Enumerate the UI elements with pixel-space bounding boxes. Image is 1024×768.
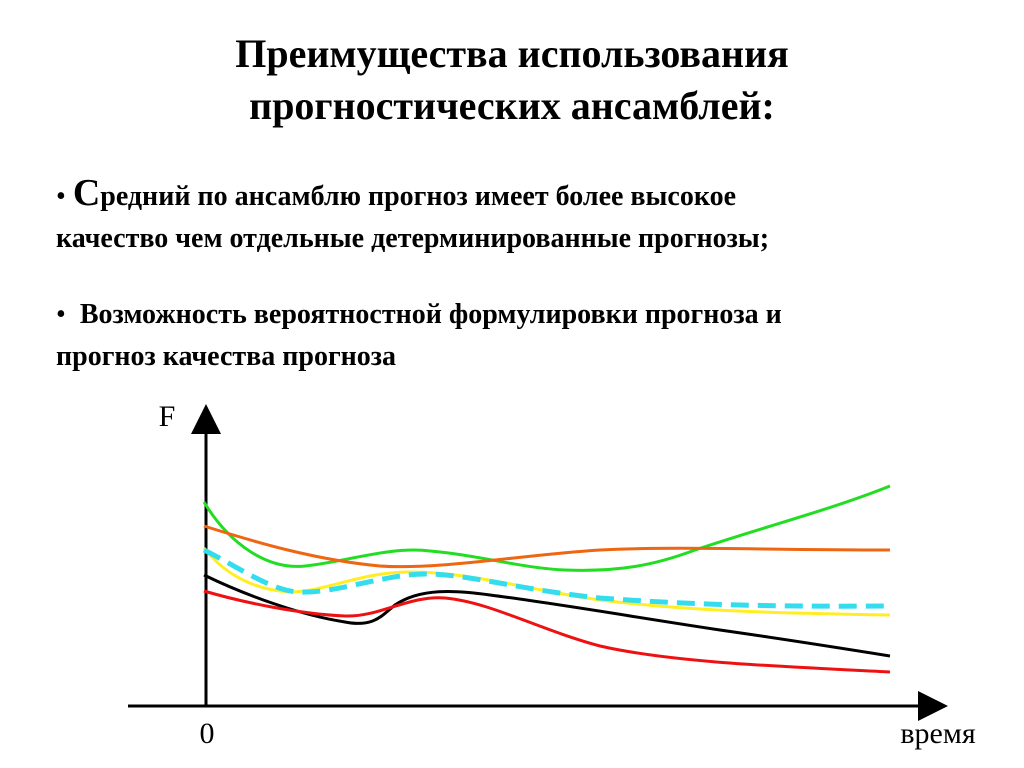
slide-title: Преимущества использования прогностическ… <box>0 28 1024 132</box>
forecast-curve-orange <box>203 524 891 569</box>
origin-label: 0 <box>200 717 215 750</box>
bullet-ensemble-quality: • Средний по ансамблю прогноз имеет боле… <box>56 172 976 260</box>
forecast-curve-red <box>203 589 891 674</box>
forecast-curve-yellow <box>202 547 891 617</box>
bullet-1-text: редний по ансамблю прогноз имеет более в… <box>100 181 737 212</box>
bullet-2-text: Возможность вероятностной формулировки п… <box>79 299 782 330</box>
bullet-marker: • <box>56 181 66 212</box>
ensemble-mean-curve <box>202 547 891 609</box>
forecast-curve-black <box>203 573 891 658</box>
y-axis-label: F <box>159 400 176 433</box>
bullet-1-initial: С <box>72 172 101 214</box>
bullet-1-line-2: качество чем отдельные детерминированные… <box>56 223 770 254</box>
bullet-1-line-1: • Средний по ансамблю прогноз имеет боле… <box>56 172 976 218</box>
title-line-1: Преимущества использования <box>235 31 789 76</box>
x-axis-label: время <box>900 717 975 750</box>
title-line-2: прогностических ансамблей: <box>249 83 775 128</box>
bullet-2-line-2: прогноз качества прогноза <box>56 341 397 372</box>
bullet-2-line-1: • Возможность вероятностной формулировки… <box>56 294 976 336</box>
bullet-probabilistic: • Возможность вероятностной формулировки… <box>56 294 976 378</box>
bullet-marker: • <box>56 299 66 330</box>
forecast-curve-green <box>202 484 891 572</box>
